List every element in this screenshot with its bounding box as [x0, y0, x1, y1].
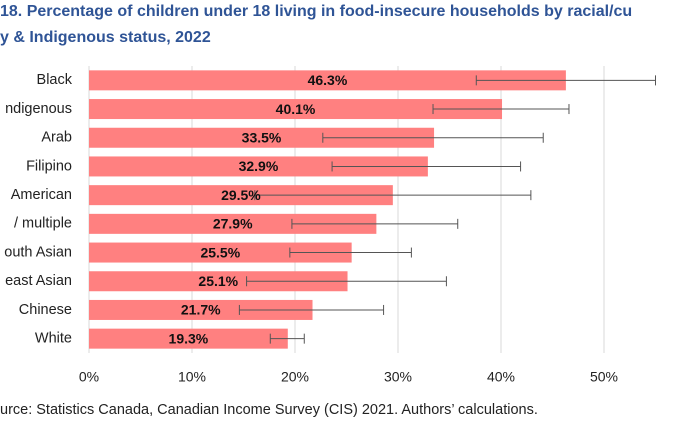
y-tick-label: Filipino	[26, 158, 72, 174]
y-tick-label: / multiple	[14, 216, 72, 232]
y-tick-label: outh Asian	[4, 244, 72, 260]
data-label: 19.3%	[169, 330, 209, 346]
data-label: 25.1%	[198, 273, 238, 289]
bar	[89, 156, 428, 177]
y-tick-label: ndigenous	[5, 101, 72, 117]
y-tick-label: Chinese	[19, 302, 72, 318]
bar	[89, 213, 377, 234]
bar	[89, 127, 435, 148]
y-tick-label: Arab	[41, 130, 72, 146]
chart-title: 18. Percentage of children under 18 livi…	[0, 3, 632, 20]
data-label: 40.1%	[276, 101, 316, 117]
data-label: 27.9%	[213, 216, 253, 232]
x-tick-label: 0%	[79, 369, 99, 385]
source-note: urce: Statistics Canada, Canadian Income…	[0, 402, 538, 418]
x-tick-label: 30%	[384, 369, 412, 385]
x-tick-label: 40%	[487, 369, 515, 385]
bar	[89, 70, 566, 91]
x-tick-label: 10%	[178, 369, 206, 385]
data-label: 33.5%	[242, 129, 282, 145]
bar	[89, 99, 503, 120]
bar	[89, 299, 313, 320]
bar	[89, 185, 393, 206]
bar	[89, 271, 348, 292]
bar	[89, 328, 288, 349]
x-tick-label: 20%	[281, 369, 309, 385]
bar	[89, 242, 352, 263]
y-tick-label: east Asian	[5, 273, 72, 289]
y-tick-label: White	[35, 330, 72, 346]
chart-title: y & Indigenous status, 2022	[0, 29, 211, 46]
data-label: 29.5%	[221, 187, 261, 203]
y-tick-label: Black	[37, 72, 73, 88]
data-label: 32.9%	[239, 158, 279, 174]
y-tick-label: American	[11, 187, 72, 203]
data-label: 46.3%	[308, 72, 348, 88]
data-label: 21.7%	[181, 302, 221, 318]
x-tick-label: 50%	[590, 369, 618, 385]
data-label: 25.5%	[200, 244, 240, 260]
